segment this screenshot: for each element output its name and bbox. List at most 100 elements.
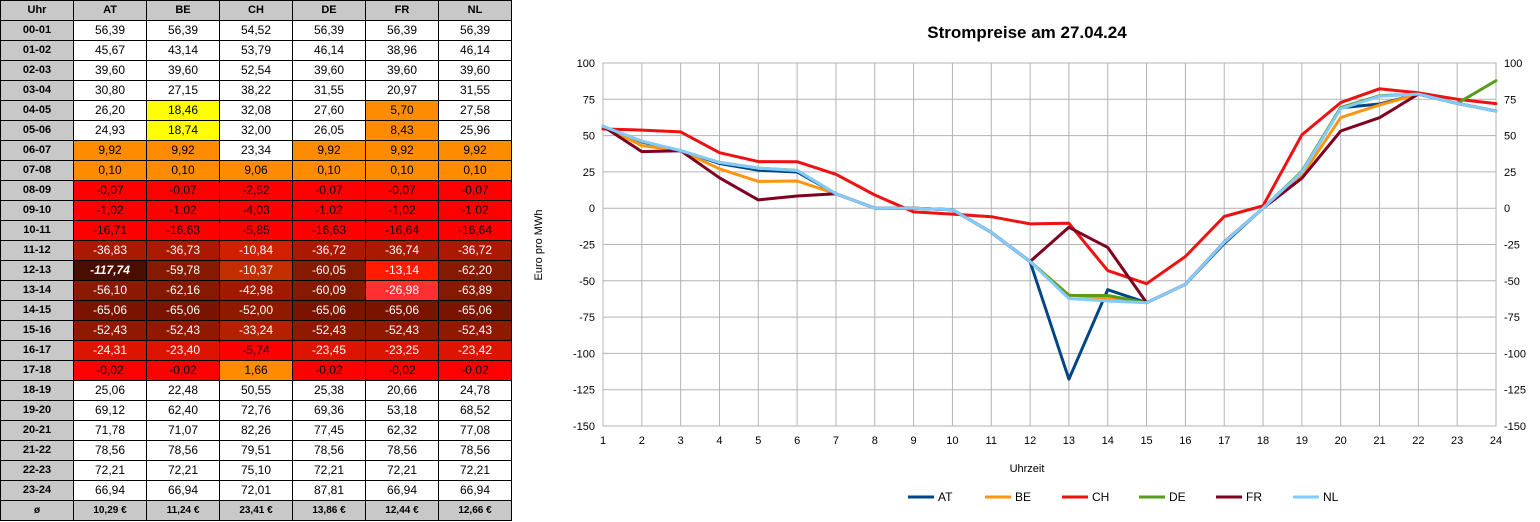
column-header[interactable]: CH bbox=[219, 0, 293, 21]
price-cell[interactable]: 46,14 bbox=[438, 40, 512, 61]
price-cell[interactable]: -36,72 bbox=[438, 240, 512, 261]
price-cell[interactable]: 52,54 bbox=[219, 60, 293, 81]
price-cell[interactable]: 69,36 bbox=[292, 400, 366, 421]
price-cell[interactable]: 0,10 bbox=[365, 160, 439, 181]
price-cell[interactable]: -63,89 bbox=[438, 280, 512, 301]
price-cell[interactable]: 78,56 bbox=[146, 440, 220, 461]
price-cell[interactable]: 22,48 bbox=[146, 380, 220, 401]
price-cell[interactable]: -59,78 bbox=[146, 260, 220, 281]
price-cell[interactable]: 27,15 bbox=[146, 80, 220, 101]
price-cell[interactable]: 72,21 bbox=[365, 460, 439, 481]
price-cell[interactable]: 39,60 bbox=[365, 60, 439, 81]
price-cell[interactable]: 72,01 bbox=[219, 480, 293, 501]
price-cell[interactable]: 9,92 bbox=[73, 140, 147, 161]
price-cell[interactable]: 32,00 bbox=[219, 120, 293, 141]
price-cell[interactable]: -0,07 bbox=[365, 180, 439, 201]
row-header[interactable]: 14-15 bbox=[0, 300, 74, 321]
price-cell[interactable]: 9,92 bbox=[292, 140, 366, 161]
price-cell[interactable]: 71,78 bbox=[73, 420, 147, 441]
price-cell[interactable]: -1,02 bbox=[292, 200, 366, 221]
price-cell[interactable]: 25,38 bbox=[292, 380, 366, 401]
corner-header[interactable]: Uhr bbox=[0, 0, 74, 21]
price-cell[interactable]: -23,40 bbox=[146, 340, 220, 361]
price-cell[interactable]: 62,32 bbox=[365, 420, 439, 441]
price-cell[interactable]: -13,14 bbox=[365, 260, 439, 281]
price-cell[interactable]: -52,43 bbox=[292, 320, 366, 341]
row-header[interactable]: 10-11 bbox=[0, 220, 74, 241]
price-cell[interactable]: 30,80 bbox=[73, 80, 147, 101]
row-header[interactable]: 11-12 bbox=[0, 240, 74, 261]
price-cell[interactable]: 31,55 bbox=[292, 80, 366, 101]
price-cell[interactable]: 39,60 bbox=[438, 60, 512, 81]
row-header[interactable]: 04-05 bbox=[0, 100, 74, 121]
price-cell[interactable]: 23,34 bbox=[219, 140, 293, 161]
price-cell[interactable]: -52,43 bbox=[365, 320, 439, 341]
row-header[interactable]: 22-23 bbox=[0, 460, 74, 481]
price-cell[interactable]: 24,93 bbox=[73, 120, 147, 141]
price-cell[interactable]: -65,06 bbox=[292, 300, 366, 321]
price-cell[interactable]: 27,58 bbox=[438, 100, 512, 121]
price-cell[interactable]: -2,52 bbox=[219, 180, 293, 201]
price-cell[interactable]: -60,09 bbox=[292, 280, 366, 301]
price-cell[interactable]: 54,52 bbox=[219, 20, 293, 41]
column-header[interactable]: BE bbox=[146, 0, 220, 21]
price-cell[interactable]: 38,22 bbox=[219, 80, 293, 101]
price-cell[interactable]: 45,67 bbox=[73, 40, 147, 61]
price-cell[interactable]: 56,39 bbox=[438, 20, 512, 41]
price-cell[interactable]: 53,79 bbox=[219, 40, 293, 61]
price-cell[interactable]: 8,43 bbox=[365, 120, 439, 141]
price-cell[interactable]: 78,56 bbox=[365, 440, 439, 461]
price-cell[interactable]: -16,64 bbox=[438, 220, 512, 241]
row-header[interactable]: 16-17 bbox=[0, 340, 74, 361]
price-cell[interactable]: 56,39 bbox=[146, 20, 220, 41]
price-cell[interactable]: -52,43 bbox=[438, 320, 512, 341]
price-cell[interactable]: 0,10 bbox=[292, 160, 366, 181]
price-cell[interactable]: 0,10 bbox=[73, 160, 147, 181]
price-cell[interactable]: -62,16 bbox=[146, 280, 220, 301]
average-label[interactable]: ø bbox=[0, 500, 74, 521]
price-cell[interactable]: 78,56 bbox=[292, 440, 366, 461]
price-cell[interactable]: -16,63 bbox=[146, 220, 220, 241]
price-cell[interactable]: 0,10 bbox=[146, 160, 220, 181]
price-cell[interactable]: 66,94 bbox=[365, 480, 439, 501]
price-cell[interactable]: 68,52 bbox=[438, 400, 512, 421]
average-cell[interactable]: 11,24 € bbox=[146, 500, 220, 521]
row-header[interactable]: 12-13 bbox=[0, 260, 74, 281]
price-cell[interactable]: -0,02 bbox=[146, 360, 220, 381]
price-cell[interactable]: 77,08 bbox=[438, 420, 512, 441]
price-cell[interactable]: 56,39 bbox=[292, 20, 366, 41]
price-cell[interactable]: -0,02 bbox=[73, 360, 147, 381]
row-header[interactable]: 02-03 bbox=[0, 60, 74, 81]
price-cell[interactable]: -16,71 bbox=[73, 220, 147, 241]
price-cell[interactable]: -36,72 bbox=[292, 240, 366, 261]
price-cell[interactable]: 39,60 bbox=[292, 60, 366, 81]
price-cell[interactable]: 46,14 bbox=[292, 40, 366, 61]
price-cell[interactable]: -24,31 bbox=[73, 340, 147, 361]
price-cell[interactable]: -16,63 bbox=[292, 220, 366, 241]
column-header[interactable]: NL bbox=[438, 0, 512, 21]
price-cell[interactable]: 18,46 bbox=[146, 100, 220, 121]
price-cell[interactable]: -5,85 bbox=[219, 220, 293, 241]
price-cell[interactable]: -0,02 bbox=[438, 360, 512, 381]
price-cell[interactable]: 9,92 bbox=[438, 140, 512, 161]
price-cell[interactable]: 72,21 bbox=[73, 460, 147, 481]
price-cell[interactable]: 26,20 bbox=[73, 100, 147, 121]
price-cell[interactable]: 25,96 bbox=[438, 120, 512, 141]
column-header[interactable]: FR bbox=[365, 0, 439, 21]
price-cell[interactable]: -36,73 bbox=[146, 240, 220, 261]
price-cell[interactable]: 72,21 bbox=[292, 460, 366, 481]
price-cell[interactable]: -42,98 bbox=[219, 280, 293, 301]
row-header[interactable]: 01-02 bbox=[0, 40, 74, 61]
price-cell[interactable]: 72,21 bbox=[438, 460, 512, 481]
row-header[interactable]: 15-16 bbox=[0, 320, 74, 341]
price-cell[interactable]: 56,39 bbox=[73, 20, 147, 41]
column-header[interactable]: AT bbox=[73, 0, 147, 21]
price-cell[interactable]: 39,60 bbox=[146, 60, 220, 81]
price-cell[interactable]: -23,42 bbox=[438, 340, 512, 361]
price-cell[interactable]: 78,56 bbox=[438, 440, 512, 461]
row-header[interactable]: 05-06 bbox=[0, 120, 74, 141]
price-cell[interactable]: -16,64 bbox=[365, 220, 439, 241]
price-cell[interactable]: 71,07 bbox=[146, 420, 220, 441]
row-header[interactable]: 21-22 bbox=[0, 440, 74, 461]
price-cell[interactable]: -56,10 bbox=[73, 280, 147, 301]
